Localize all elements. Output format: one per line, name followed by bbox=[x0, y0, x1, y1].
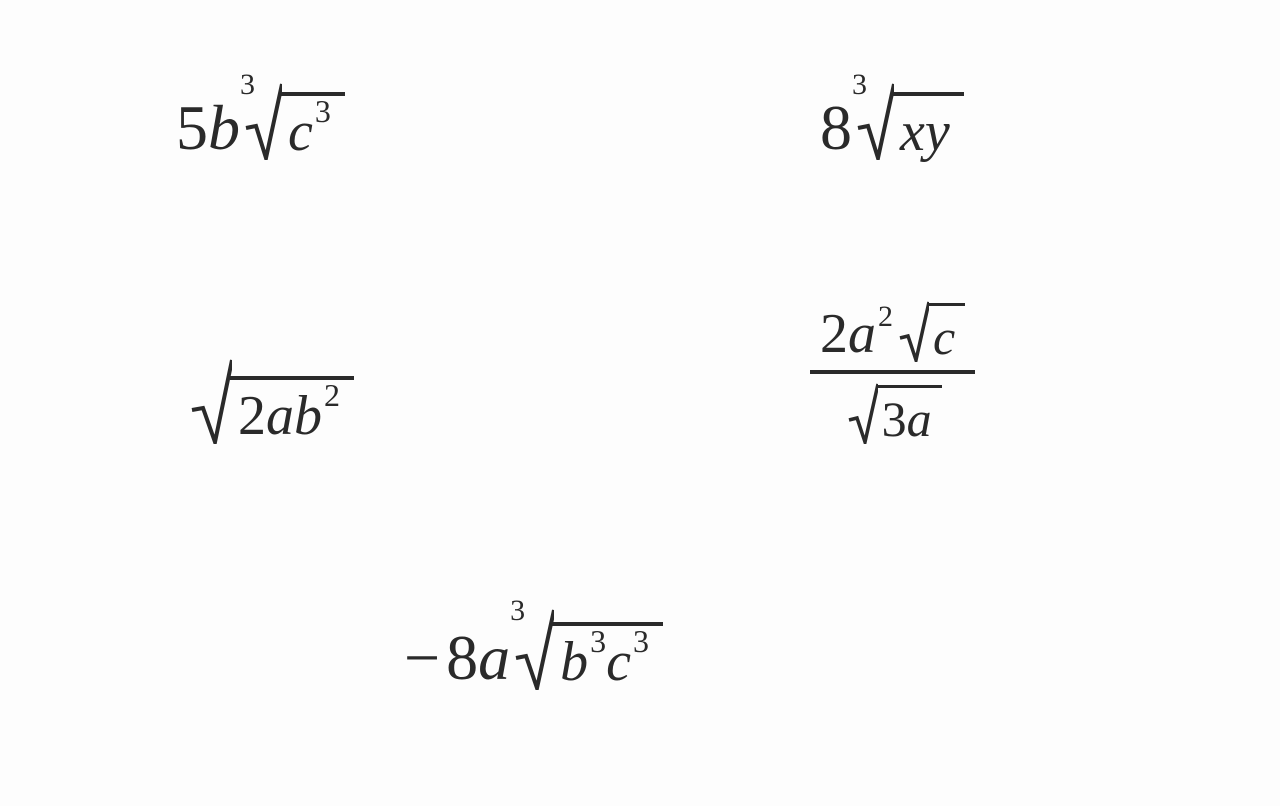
exponent-3: 3 bbox=[590, 623, 606, 660]
var-y: y bbox=[925, 104, 950, 160]
var-c: c bbox=[288, 104, 313, 160]
denominator: 3 a bbox=[834, 378, 952, 448]
var-c: c bbox=[933, 312, 955, 362]
square-root: 2 a b 2 bbox=[190, 358, 354, 444]
cube-root: 3 x y bbox=[856, 82, 964, 160]
coef-3: 3 bbox=[882, 394, 907, 444]
cube-root: 3 c 3 bbox=[244, 82, 345, 160]
math-expressions-page: 5 b 3 c 3 8 3 x y bbox=[0, 0, 1280, 806]
exponent-2: 2 bbox=[878, 300, 893, 334]
var-a: a bbox=[848, 306, 876, 362]
expression-5: − 8 a 3 b 3 c 3 bbox=[404, 608, 663, 690]
variable-b: b bbox=[208, 96, 240, 160]
root-index: 3 bbox=[240, 68, 255, 102]
radicand: c bbox=[927, 303, 965, 362]
expression-3: 2 a b 2 bbox=[186, 358, 354, 444]
var-c: c bbox=[606, 634, 631, 690]
minus-sign: − bbox=[404, 626, 440, 690]
var-a: a bbox=[266, 388, 294, 444]
radicand: b 3 c 3 bbox=[552, 622, 663, 690]
var-a: a bbox=[907, 394, 932, 444]
root-index: 3 bbox=[510, 594, 525, 628]
coef-2: 2 bbox=[820, 306, 848, 362]
radical-symbol bbox=[190, 358, 232, 444]
exponent-2: 2 bbox=[324, 377, 340, 414]
expression-2: 8 3 x y bbox=[820, 82, 964, 160]
coefficient: 8 bbox=[820, 96, 852, 160]
exponent-3: 3 bbox=[315, 93, 331, 130]
radicand: 3 a bbox=[876, 385, 942, 444]
exponent-3: 3 bbox=[633, 623, 649, 660]
radicand: 2 a b 2 bbox=[230, 376, 354, 444]
fraction: 2 a 2 c 3 bbox=[810, 296, 975, 448]
root-index: 3 bbox=[852, 68, 867, 102]
radicand: c 3 bbox=[280, 92, 345, 160]
coef-2: 2 bbox=[238, 388, 266, 444]
square-root: 3 a bbox=[848, 382, 942, 444]
var-b: b bbox=[560, 634, 588, 690]
expression-1: 5 b 3 c 3 bbox=[176, 82, 345, 160]
fraction-bar bbox=[810, 370, 975, 374]
variable-a: a bbox=[478, 626, 510, 690]
coefficient: 8 bbox=[446, 626, 478, 690]
radicand: x y bbox=[892, 92, 964, 160]
expression-4: 2 a 2 c 3 bbox=[810, 296, 975, 448]
var-x: x bbox=[900, 104, 925, 160]
radical-symbol bbox=[848, 382, 878, 444]
numerator: 2 a 2 c bbox=[810, 296, 975, 366]
square-root: c bbox=[899, 300, 965, 362]
cube-root: 3 b 3 c 3 bbox=[514, 608, 663, 690]
coefficient: 5 bbox=[176, 96, 208, 160]
radical-symbol bbox=[899, 300, 929, 362]
var-b: b bbox=[294, 388, 322, 444]
